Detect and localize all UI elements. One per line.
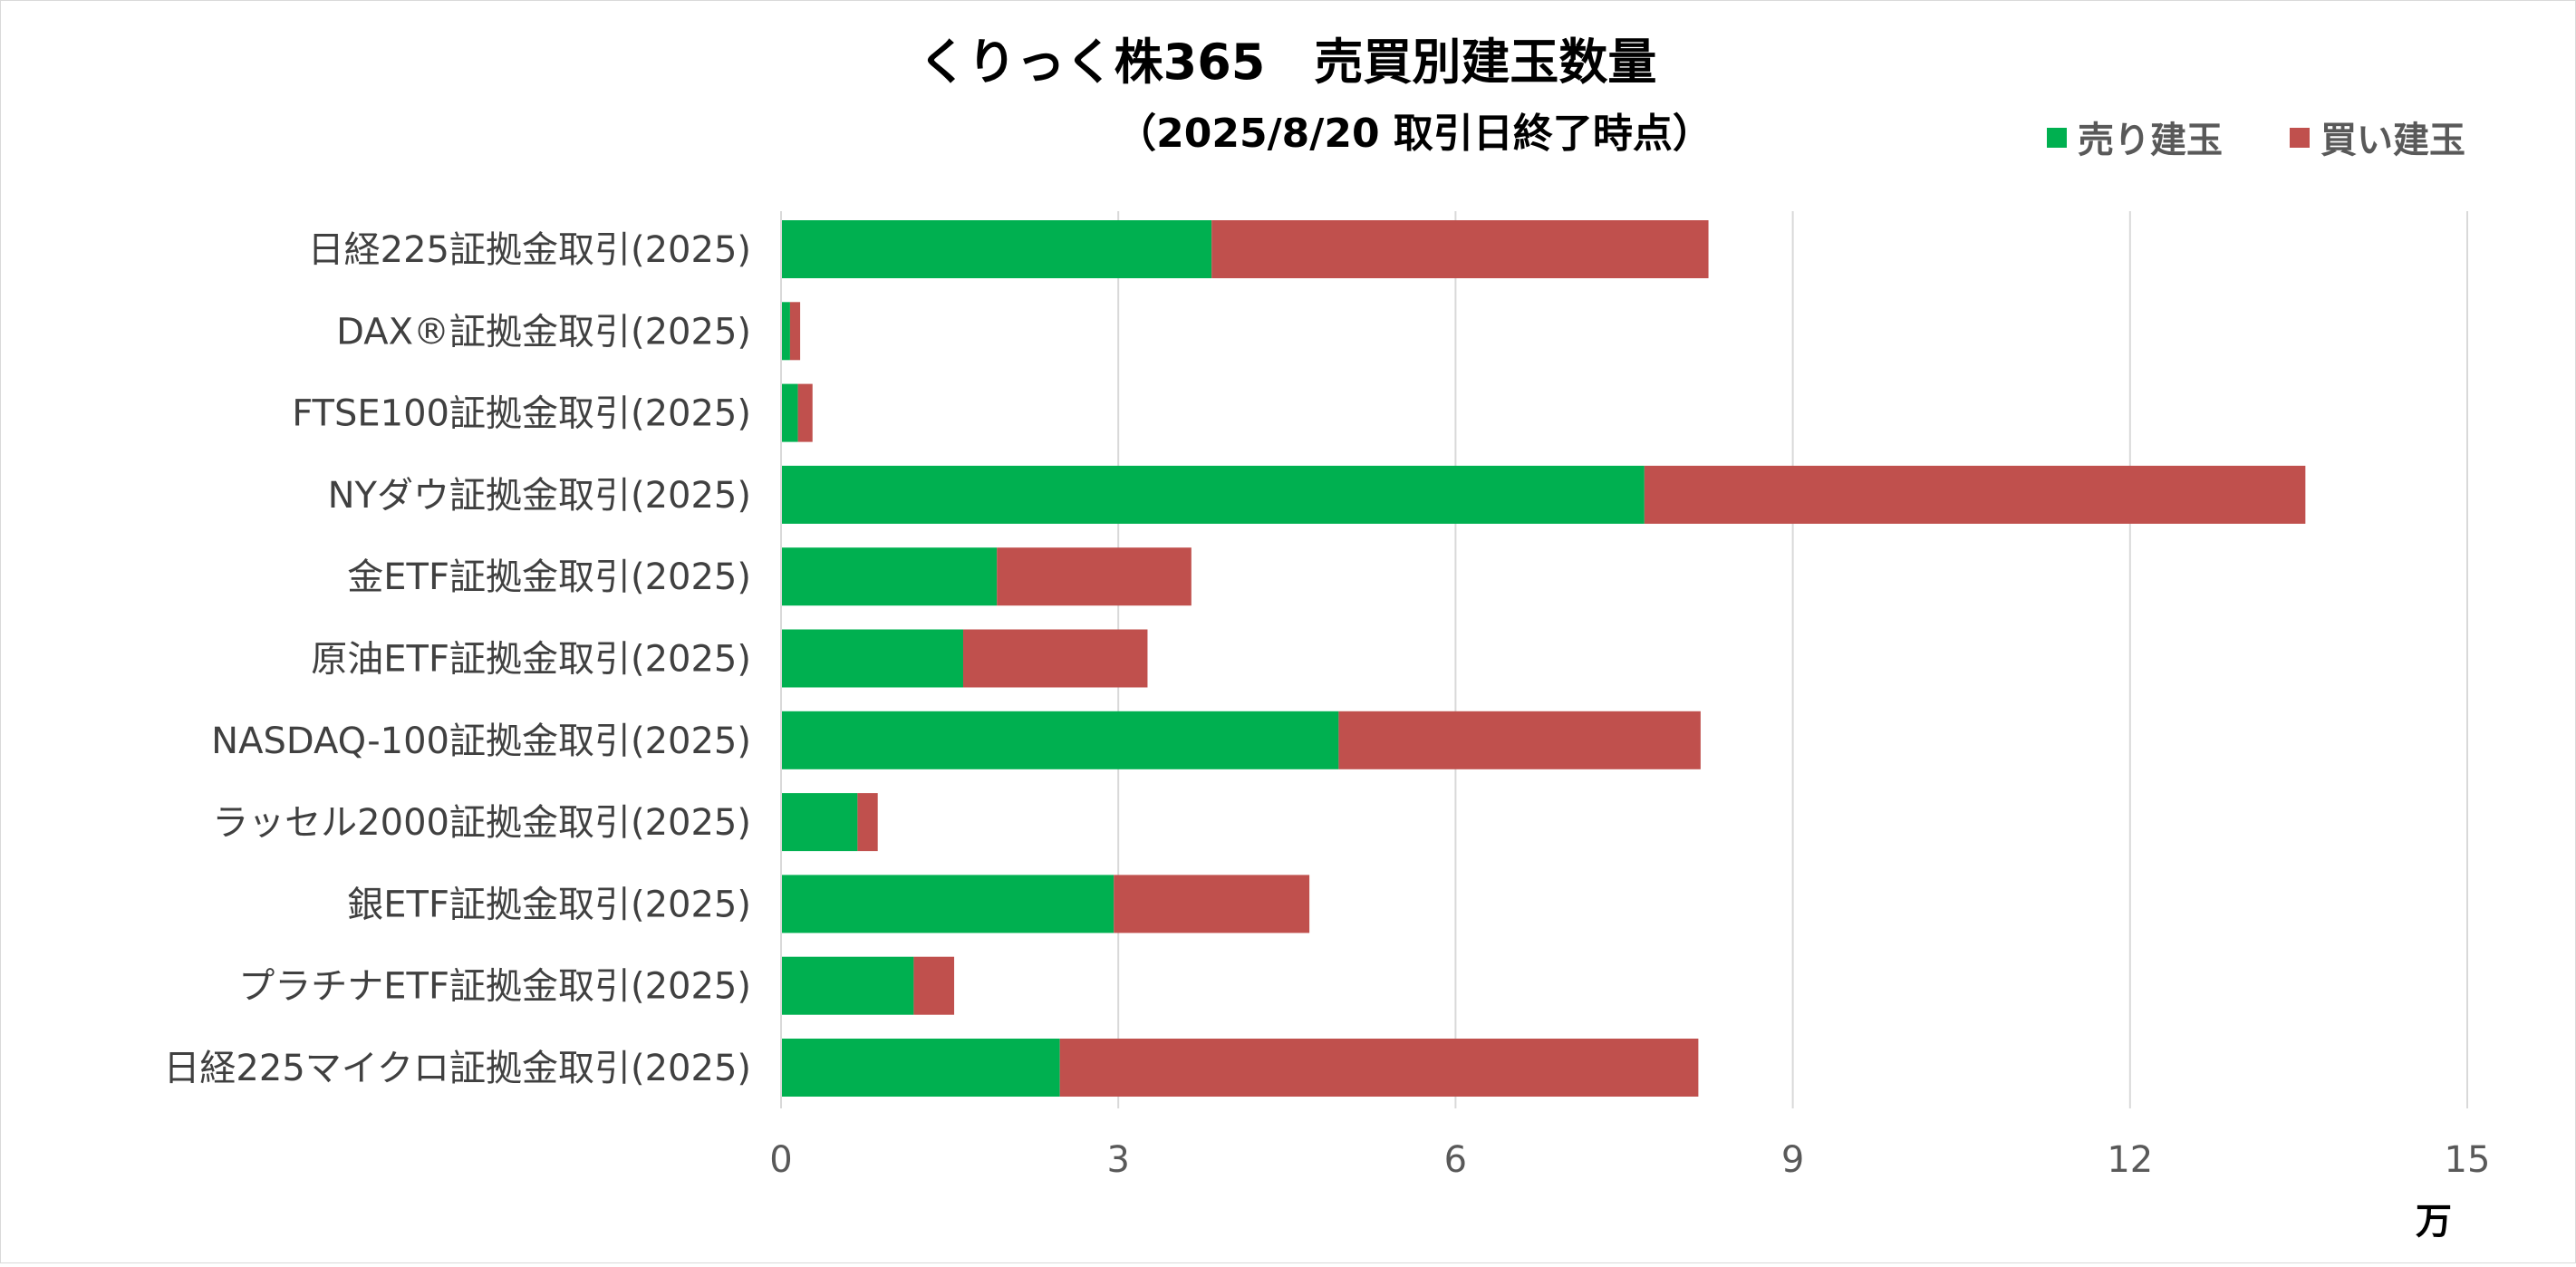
x-tick-labels: 0 3 6 9 12 15	[769, 1139, 2490, 1181]
bar-buy-6	[1338, 711, 1701, 769]
bar-buy-8	[1114, 875, 1310, 933]
legend-label-sell: 売り建玉	[2078, 120, 2223, 161]
x-unit-label: 万	[2416, 1201, 2452, 1243]
x-tick-label: 15	[2445, 1139, 2491, 1181]
bar-buy-4	[997, 547, 1192, 606]
bar-sell-9	[781, 956, 914, 1015]
bar-buy-5	[962, 629, 1148, 688]
bar-buy-3	[1644, 465, 2306, 524]
legend-swatch-sell	[2047, 128, 2067, 148]
category-label: プラチナETF証拠金取引(2025)	[238, 966, 751, 1008]
category-label: DAX®証拠金取引(2025)	[336, 311, 751, 353]
bar-buy-1	[789, 302, 801, 361]
chart-title: くりっく株365 売買別建玉数量	[919, 34, 1657, 91]
bar-sell-1	[781, 302, 790, 361]
category-label: 日経225マイクロ証拠金取引(2025)	[163, 1048, 751, 1089]
category-label: NASDAQ-100証拠金取引(2025)	[211, 721, 751, 762]
bar-sell-7	[781, 793, 858, 852]
x-tick-label: 0	[769, 1139, 792, 1181]
category-label: NYダウ証拠金取引(2025)	[328, 475, 751, 517]
category-label: FTSE100証拠金取引(2025)	[292, 393, 751, 435]
bars	[781, 220, 2306, 1097]
bar-buy-10	[1059, 1039, 1699, 1097]
bar-buy-7	[857, 793, 878, 852]
bar-sell-0	[781, 220, 1212, 278]
bar-sell-5	[781, 629, 963, 688]
category-label: 日経225証拠金取引(2025)	[308, 229, 751, 271]
bar-sell-4	[781, 547, 998, 606]
gridlines	[1117, 211, 2468, 1108]
bar-sell-3	[781, 465, 1645, 524]
category-label: 原油ETF証拠金取引(2025)	[311, 639, 751, 681]
category-label: ラッセル2000証拠金取引(2025)	[212, 802, 751, 844]
x-tick-label: 12	[2107, 1139, 2153, 1181]
legend-label-buy: 買い建玉	[2320, 120, 2465, 161]
x-tick-label: 9	[1781, 1139, 1804, 1181]
bar-sell-6	[781, 711, 1339, 769]
bar-buy-2	[797, 383, 813, 442]
bar-sell-2	[781, 383, 798, 442]
category-labels: 日経225証拠金取引(2025) DAX®証拠金取引(2025) FTSE100証拠…	[163, 229, 751, 1089]
category-label: 銀ETF証拠金取引(2025)	[347, 884, 751, 925]
bar-buy-0	[1211, 220, 1709, 278]
bar-sell-8	[781, 875, 1114, 933]
x-tick-label: 6	[1444, 1139, 1467, 1181]
bar-buy-9	[913, 956, 955, 1015]
category-label: 金ETF証拠金取引(2025)	[347, 556, 751, 598]
bar-sell-10	[781, 1039, 1060, 1097]
legend-swatch-buy	[2290, 128, 2310, 148]
legend: 売り建玉 買い建玉	[2047, 120, 2465, 161]
x-tick-label: 3	[1106, 1139, 1129, 1181]
chart-subtitle: （2025/8/20 取引日終了時点）	[1116, 111, 1713, 157]
